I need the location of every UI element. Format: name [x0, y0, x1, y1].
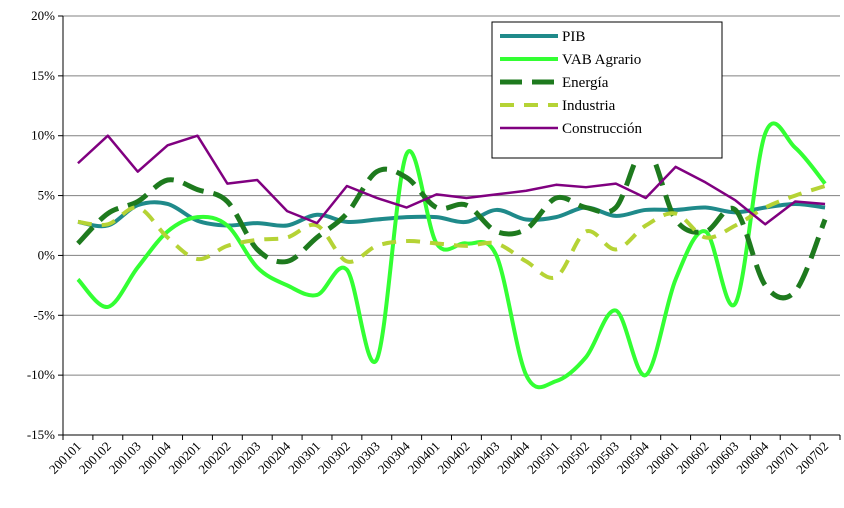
x-tick-label: 200401	[404, 439, 442, 477]
x-tick-label: 200101	[46, 439, 84, 477]
x-tick-label: 200504	[614, 438, 653, 477]
x-tick-label: 200702	[793, 439, 831, 477]
x-tick-label: 200201	[165, 439, 203, 477]
x-tick-label: 200402	[434, 439, 472, 477]
series-line	[77, 134, 826, 226]
series-line	[77, 184, 826, 280]
x-tick-label: 200202	[195, 439, 233, 477]
legend-label: VAB Agrario	[562, 52, 641, 68]
x-tick-label: 200203	[225, 439, 263, 477]
x-tick-label: 200102	[76, 439, 114, 477]
y-tick-label: -15%	[27, 427, 55, 442]
y-tick-label: -5%	[33, 307, 55, 322]
legend	[491, 21, 723, 159]
x-tick-label: 200104	[136, 438, 175, 477]
x-tick-label: 200301	[285, 439, 323, 477]
y-tick-label: 15%	[31, 68, 55, 83]
y-tick-label: 10%	[31, 128, 55, 143]
x-tick-label: 200601	[644, 439, 682, 477]
x-tick-label: 200303	[345, 439, 383, 477]
series-line	[77, 200, 826, 229]
x-tick-label: 200602	[673, 439, 711, 477]
x-tick-label: 200204	[255, 438, 294, 477]
y-tick-label: 5%	[38, 188, 56, 203]
legend-label: Energía	[562, 75, 609, 91]
x-tick-label: 200701	[763, 439, 801, 477]
x-tick-label: 200501	[524, 439, 562, 477]
y-tick-label: 0%	[38, 247, 56, 262]
x-tick-label: 200404	[494, 438, 533, 477]
series-line	[76, 145, 828, 301]
x-tick-label: 200304	[375, 438, 414, 477]
x-tick-label: 200103	[106, 439, 144, 477]
legend-label: Industria	[562, 98, 616, 114]
x-tick-label: 200604	[733, 438, 772, 477]
x-tick-label: 200302	[315, 439, 353, 477]
legend-label: Construcción	[562, 121, 642, 137]
y-tick-label: 20%	[31, 8, 55, 23]
legend-label: PIB	[562, 29, 585, 45]
x-tick-label: 200502	[554, 439, 592, 477]
x-tick-label: 200403	[464, 439, 502, 477]
x-tick-label: 200603	[703, 439, 741, 477]
x-tick-label: 200503	[584, 439, 622, 477]
y-tick-label: -10%	[27, 367, 55, 382]
